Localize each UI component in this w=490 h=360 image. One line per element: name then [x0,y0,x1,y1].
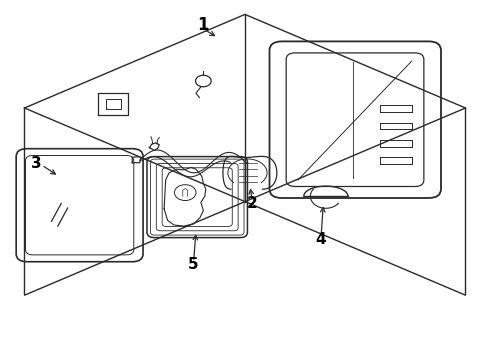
Text: 3: 3 [31,156,42,171]
Text: 5: 5 [188,257,199,272]
Text: 2: 2 [247,196,258,211]
Text: 1: 1 [197,16,209,34]
Text: 4: 4 [316,232,326,247]
